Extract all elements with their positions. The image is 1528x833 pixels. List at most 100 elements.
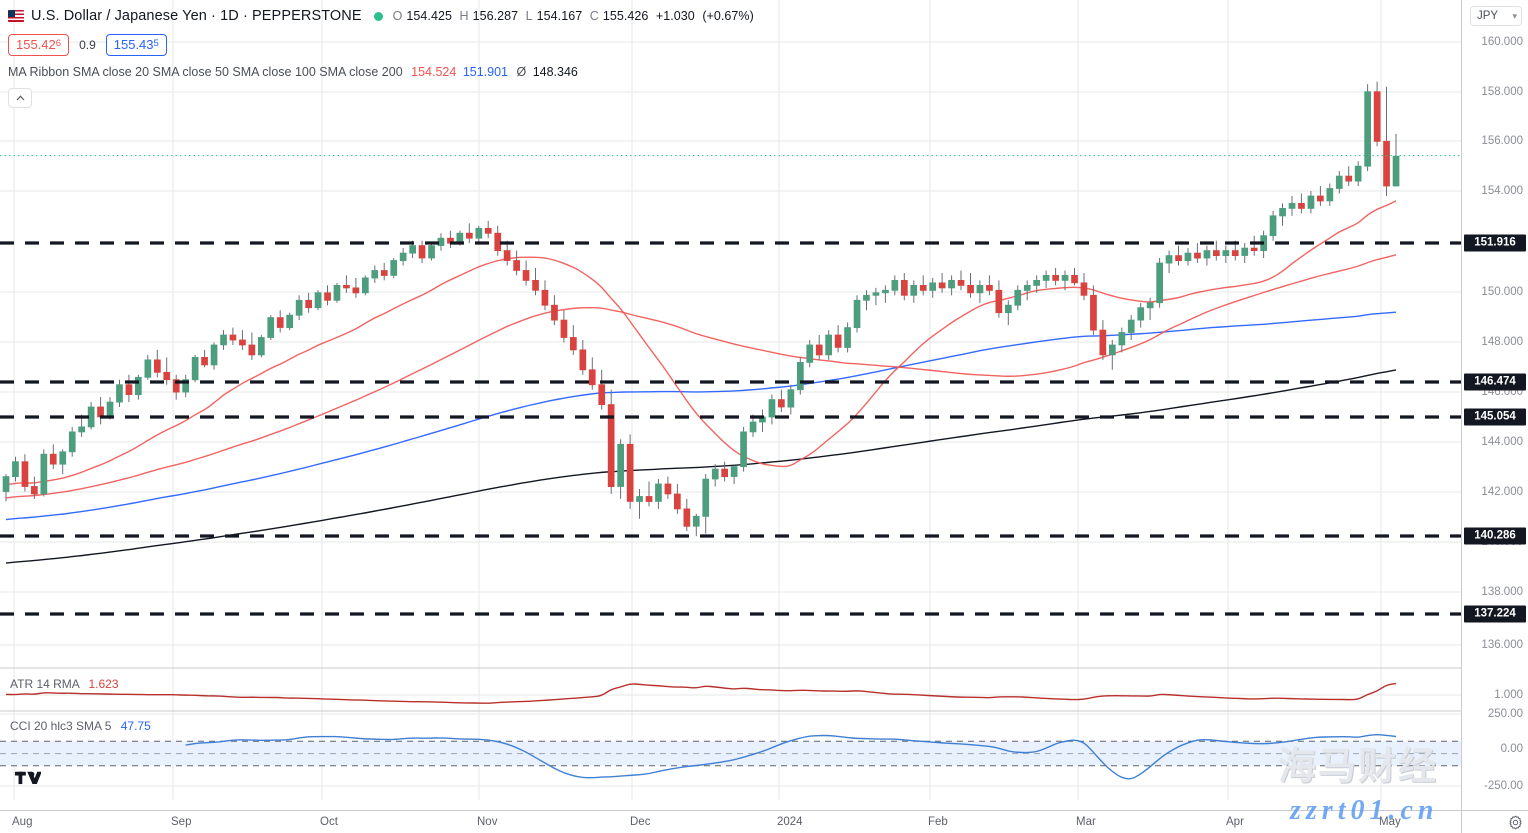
cci-tick: 250.00 [1487, 708, 1523, 720]
candle-body [1231, 250, 1239, 257]
price-level-label: 151.916 [1464, 234, 1526, 252]
candle-body [570, 337, 577, 351]
chart-legend: U.S. Dollar / Japanese Yen · 1D · PEPPER… [8, 6, 758, 108]
candle-body [967, 284, 974, 294]
ask-price-badge[interactable]: 155.43 5 [105, 33, 167, 56]
candle-body [551, 304, 558, 321]
candle-body [1269, 215, 1277, 237]
sma-100-line [5, 311, 1397, 521]
ma-ribbon-value-blue: 151.901 [462, 65, 508, 79]
time-tick: Mar [1076, 816, 1096, 828]
candle-body [390, 260, 398, 276]
candle-body [1146, 302, 1154, 309]
ma-ribbon-legend[interactable]: MA Ribbon SMA close 20 SMA close 50 SMA … [8, 65, 758, 79]
candle-body [579, 349, 587, 371]
candle-body [730, 466, 738, 477]
candle-body [361, 277, 369, 294]
candle-body [1250, 247, 1258, 252]
sma-200-line [5, 369, 1397, 564]
chart-settings-icon[interactable] [1508, 815, 1523, 830]
candle-body [834, 334, 842, 348]
candle-body [1127, 319, 1135, 333]
atr-indicator-legend[interactable]: ATR 14 RMA 1.623 [10, 677, 119, 691]
price-tick: 156.000 [1481, 135, 1523, 147]
candle-body [815, 344, 823, 356]
candle-body [182, 379, 189, 393]
us-flag-icon [8, 10, 24, 22]
candle-body [721, 468, 729, 478]
candle-body [1213, 250, 1220, 257]
candle-body [314, 292, 322, 309]
time-axis[interactable]: Aug Sep Oct Nov Dec 2024 Feb Mar Apr May [0, 810, 1461, 833]
candle-body [1307, 195, 1315, 209]
time-tick: 2024 [777, 816, 803, 828]
tradingview-logo[interactable] [15, 770, 42, 793]
legend-title-row: U.S. Dollar / Japanese Yen · 1D · PEPPER… [8, 6, 758, 26]
candle-body [201, 356, 208, 366]
time-tick: May [1379, 816, 1401, 828]
price-tick: 148.000 [1481, 336, 1523, 348]
ohlc-high-value: 156.287 [472, 9, 519, 23]
candle-body [286, 314, 294, 329]
candle-body [1373, 91, 1381, 142]
candle-body [352, 287, 360, 294]
candle-body [248, 344, 256, 356]
candle-body [1383, 140, 1390, 187]
price-level-label: 145.054 [1464, 408, 1526, 426]
symbol-title[interactable]: U.S. Dollar / Japanese Yen · 1D · PEPPER… [31, 8, 362, 24]
cci-label: CCI 20 hlc3 SMA 5 [10, 719, 112, 733]
price-tick: 136.000 [1481, 639, 1523, 651]
chart-plot-area[interactable] [0, 0, 1461, 810]
candle-body [882, 289, 889, 294]
candle-body [588, 369, 596, 386]
candle-body [532, 279, 539, 291]
candle-body [872, 292, 880, 296]
price-axis[interactable]: JPY ▾ 160.000 158.000 156.000 154.000 150.00… [1461, 0, 1528, 810]
ask-price-fraction: 5 [153, 37, 159, 49]
candle-body [465, 232, 473, 239]
time-tick: Oct [320, 816, 338, 828]
candle-body [305, 299, 313, 309]
cci-indicator-legend[interactable]: CCI 20 hlc3 SMA 5 47.75 [10, 719, 151, 733]
collapse-legend-button[interactable] [8, 88, 32, 108]
chart-canvas [0, 0, 1461, 800]
ohlc-open-value: 154.425 [406, 9, 452, 23]
ohlc-close-value: 155.426 [602, 9, 649, 23]
candle-body [1080, 282, 1088, 296]
candle-body [1005, 304, 1012, 314]
time-tick: Sep [171, 816, 192, 828]
candle-body [399, 252, 407, 262]
candle-body [778, 399, 785, 408]
candle-body [125, 384, 133, 396]
candle-body [153, 359, 161, 373]
price-level-label: 140.286 [1464, 527, 1526, 545]
candle-body [30, 486, 38, 495]
candle-body [68, 431, 76, 453]
time-tick: Dec [630, 816, 651, 828]
currency-selector[interactable]: JPY ▾ [1470, 6, 1522, 26]
ma-ribbon-value-red: 154.524 [411, 65, 457, 79]
candle-body [806, 344, 814, 363]
candle-body [560, 319, 568, 338]
bid-price-badge[interactable]: 155.42 6 [8, 33, 70, 56]
candle-body [901, 279, 908, 296]
legend-quote-row: 155.42 6 0.9 155.43 5 [8, 33, 758, 56]
candle-body [607, 404, 615, 488]
candle-body [210, 344, 218, 366]
price-tick: 144.000 [1481, 436, 1523, 448]
candle-body [655, 483, 662, 502]
candle-body [418, 245, 426, 259]
candle-body [664, 483, 672, 495]
sma-50-line [5, 254, 1397, 499]
candle-body [276, 317, 284, 328]
candle-body [1335, 175, 1343, 189]
time-tick: Feb [928, 816, 948, 828]
candle-body [797, 361, 804, 391]
candle-body [1099, 329, 1107, 356]
candle-body [1175, 255, 1182, 262]
candle-body [343, 284, 350, 289]
candle-body [116, 384, 123, 403]
candle-body [692, 515, 700, 527]
candle-body [1298, 202, 1305, 209]
price-tick: 158.000 [1481, 86, 1523, 98]
